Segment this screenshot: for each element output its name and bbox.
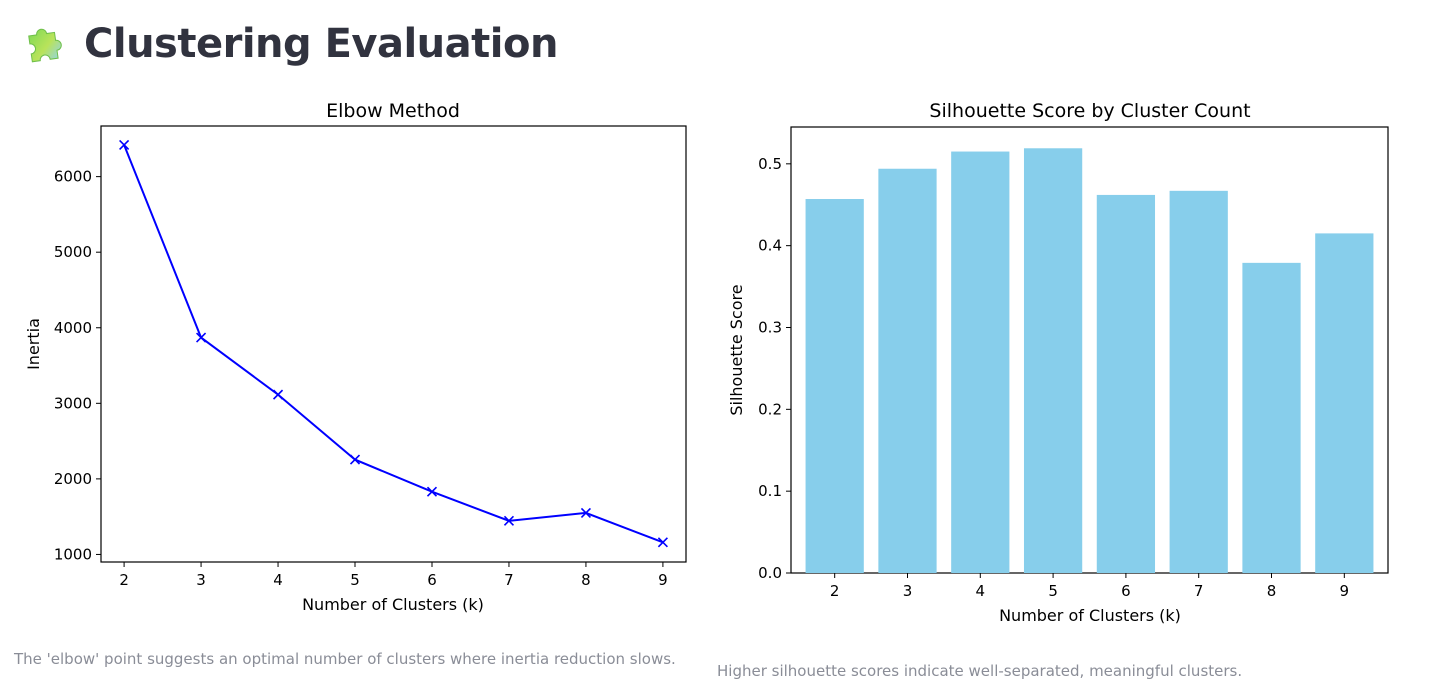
silhouette-bar [1315,233,1374,573]
elbow-y-tick-label: 6000 [54,168,92,186]
puzzle-piece-icon [28,28,62,63]
silhouette-y-tick-label: 0.0 [758,564,782,582]
elbow-y-tick-label: 3000 [54,394,92,412]
silhouette-bar [951,151,1010,574]
elbow-x-tick-label: 5 [350,571,360,589]
elbow-y-axis-label: Inertia [24,318,43,370]
elbow-data-point [580,507,591,518]
elbow-caption: The 'elbow' point suggests an optimal nu… [14,650,676,668]
elbow-data-point [426,486,438,497]
silhouette-x-ticks: 2 3 4 5 6 7 8 9 [830,573,1349,600]
silhouette-bar [805,199,864,573]
elbow-x-tick-label: 3 [196,571,206,589]
silhouette-score-chart: Silhouette Score by Cluster Count 2 3 4 5 6 7… [727,100,1389,625]
elbow-method-chart: Elbow Method 2 3 4 5 6 7 8 9 1000 2000 3000 4000 50… [24,100,687,614]
elbow-x-tick-label: 6 [427,571,437,589]
elbow-data-point [196,332,207,343]
silhouette-y-tick-label: 0.5 [758,155,782,173]
silhouette-y-axis-label: Silhouette Score [727,284,746,415]
elbow-y-tick-label: 4000 [54,319,92,337]
silhouette-x-tick-label: 7 [1194,582,1204,600]
elbow-y-tick-label: 2000 [54,470,92,488]
silhouette-caption: Higher silhouette scores indicate well-s… [717,662,1243,680]
page-header: Clustering Evaluation [20,14,558,74]
silhouette-x-axis-label: Number of Clusters (k) [999,606,1181,625]
silhouette-bar [1169,190,1228,573]
silhouette-y-ticks: 0.0 0.1 0.2 0.3 0.4 0.5 [758,155,791,582]
silhouette-y-tick-label: 0.3 [758,318,782,336]
silhouette-y-tick-label: 0.1 [758,482,782,500]
elbow-data-point [349,454,361,465]
silhouette-x-tick-label: 3 [903,582,913,600]
elbow-y-tick-label: 1000 [54,545,92,563]
silhouette-x-tick-label: 8 [1267,582,1277,600]
elbow-chart-title: Elbow Method [326,100,460,122]
elbow-series-line [123,144,664,544]
silhouette-chart-title: Silhouette Score by Cluster Count [929,100,1250,122]
page-title: Clustering Evaluation [84,21,558,67]
silhouette-bar [1096,194,1156,574]
silhouette-bar [1242,262,1301,573]
silhouette-x-tick-label: 2 [830,582,840,600]
silhouette-x-tick-label: 5 [1048,582,1058,600]
elbow-data-point [503,515,515,526]
silhouette-y-tick-label: 0.4 [758,237,782,255]
silhouette-bar [1023,148,1083,573]
elbow-x-tick-label: 2 [119,571,129,589]
elbow-y-ticks: 1000 2000 3000 4000 5000 6000 [54,168,101,563]
silhouette-x-tick-label: 9 [1340,582,1350,600]
silhouette-bar [878,168,937,573]
elbow-x-axis-label: Number of Clusters (k) [302,595,484,614]
elbow-x-tick-label: 9 [658,571,668,589]
elbow-data-point [272,389,284,400]
elbow-plot-frame [100,125,687,563]
silhouette-x-tick-label: 4 [976,582,986,600]
elbow-x-tick-label: 4 [273,571,283,589]
silhouette-y-tick-label: 0.2 [758,400,782,418]
silhouette-bars [805,148,1374,574]
elbow-data-point [657,537,668,548]
silhouette-x-tick-label: 6 [1121,582,1131,600]
elbow-data-point [119,139,130,150]
elbow-series-markers [119,139,668,548]
elbow-x-ticks: 2 3 4 5 6 7 8 9 [119,562,668,589]
elbow-x-tick-label: 7 [504,571,514,589]
elbow-y-tick-label: 5000 [54,243,92,261]
elbow-x-tick-label: 8 [581,571,591,589]
